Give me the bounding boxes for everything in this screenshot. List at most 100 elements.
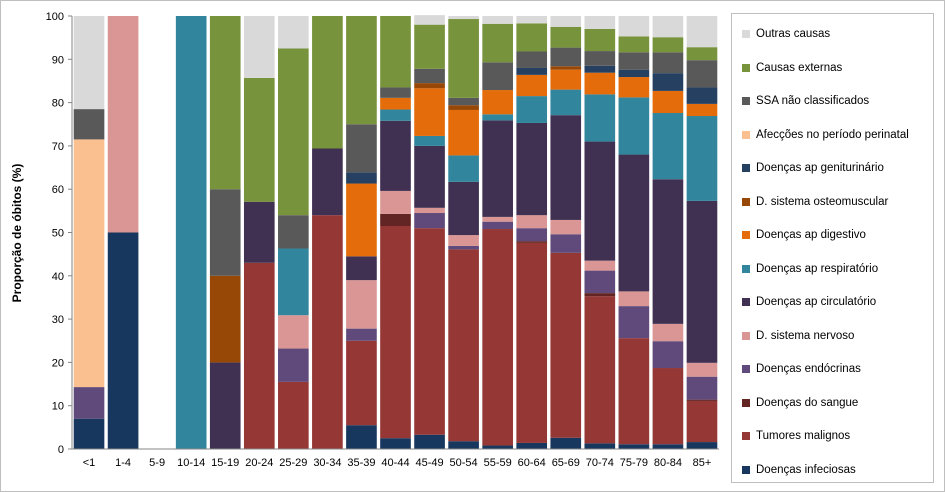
x-tick-label: 60-64	[518, 457, 546, 469]
bar-segment	[686, 103, 718, 117]
legend-swatch	[742, 164, 750, 172]
bar-segment	[448, 181, 479, 236]
legend-item: Doenças ap circulatório	[742, 294, 876, 310]
bar-segment	[380, 120, 411, 191]
bar-segment	[73, 387, 105, 419]
bar-stack	[686, 16, 718, 449]
x-tick-label: 65-69	[552, 457, 580, 469]
bar-segment	[618, 97, 650, 155]
x-tick-label: 30-34	[313, 457, 341, 469]
bar-segment	[584, 260, 616, 271]
legend-swatch	[742, 365, 750, 373]
bar-segment	[516, 442, 548, 449]
bar-segment	[686, 399, 718, 401]
bar-segment	[584, 16, 616, 29]
y-axis-ticks: 0 10 20 30 40 50 60 70 80 90 100	[46, 11, 72, 456]
x-tick-label: 35-39	[347, 457, 375, 469]
bar-segment	[414, 68, 445, 84]
bar-segment	[686, 442, 718, 449]
bar-segment	[448, 235, 479, 246]
bar-segment	[652, 90, 684, 113]
bar-segment	[414, 135, 445, 146]
bar-segment	[448, 245, 479, 250]
legend-swatch	[742, 130, 750, 139]
bar-segment	[73, 139, 105, 388]
bar-stack	[278, 16, 309, 449]
bar-segment	[618, 444, 650, 449]
legend-label: D. sistema osteomuscular	[756, 195, 889, 208]
bar-segment	[414, 434, 445, 449]
bar-stacks	[73, 15, 718, 449]
bar-segment	[550, 89, 582, 116]
bar-segment	[652, 52, 684, 74]
legend-label: Doenças ap respiratório	[756, 262, 879, 275]
bar-segment	[414, 88, 445, 136]
x-tick-label: <1	[83, 457, 96, 469]
bar-stack	[652, 16, 684, 449]
legend-swatch	[742, 331, 750, 340]
legend-item: Doenças infeciosas	[742, 462, 856, 478]
y-tick-label: 40	[52, 271, 64, 283]
bar-segment	[584, 296, 616, 444]
bar-segment	[516, 51, 548, 68]
bar-segment	[618, 52, 650, 70]
bar-segment	[380, 438, 411, 449]
bar-segment	[584, 443, 616, 449]
legend: Outras causas Causas externas SSA não clas…	[731, 13, 934, 483]
bar-segment	[652, 368, 684, 445]
bar-segment	[380, 87, 411, 98]
axes	[71, 16, 719, 450]
bar-segment	[482, 229, 513, 446]
bar-segment	[584, 72, 616, 95]
bar-segment	[448, 249, 479, 442]
legend-item: Causas externas	[742, 60, 842, 76]
legend-label: Tumores malignos	[756, 430, 851, 442]
bar-segment	[652, 16, 684, 38]
legend-label: D. sistema nervoso	[756, 329, 855, 342]
x-tick-label: 85+	[693, 457, 712, 469]
bar-segment	[516, 241, 548, 243]
bar-segment	[686, 400, 718, 443]
bar-segment	[584, 141, 616, 261]
x-tick-label: 40-44	[381, 457, 409, 469]
legend-label: Outras causas	[756, 28, 831, 40]
bar-stack	[73, 16, 105, 449]
y-tick-label: 60	[52, 184, 64, 196]
bar-stack	[482, 16, 513, 449]
bar-segment	[550, 234, 582, 253]
bar-stack	[312, 16, 343, 449]
bar-stack	[175, 16, 207, 449]
x-tick-label: 70-74	[586, 457, 614, 469]
legend-swatch	[742, 264, 750, 273]
bar-segment	[243, 262, 275, 449]
y-tick-label: 0	[58, 444, 64, 456]
legend-item: SSA não classificados	[742, 93, 869, 109]
bar-segment	[516, 23, 548, 52]
y-axis-label: Proporção de óbitos (%)	[10, 164, 24, 303]
bar-segment	[312, 215, 343, 449]
bar-segment	[550, 219, 582, 235]
bar-segment	[652, 179, 684, 324]
bar-segment	[448, 19, 479, 98]
bar-segment	[516, 74, 548, 97]
legend-label: Doenças infeciosas	[756, 463, 856, 476]
bar-segment	[73, 16, 105, 110]
legend-swatch	[742, 398, 750, 407]
y-tick-label: 70	[52, 141, 64, 153]
legend-swatch	[742, 231, 750, 239]
bar-segment	[652, 341, 684, 369]
bar-stack	[380, 16, 411, 449]
bar-stack	[448, 16, 479, 449]
bar-segment	[686, 116, 718, 201]
bar-segment	[380, 97, 411, 110]
bar-segment	[686, 87, 718, 104]
bar-segment	[482, 23, 513, 63]
legend-swatch	[742, 97, 750, 105]
bar-segment	[618, 77, 650, 98]
bar-segment	[209, 275, 241, 363]
bar-segment	[346, 183, 377, 257]
bar-segment	[243, 77, 275, 202]
bar-segment	[584, 293, 616, 297]
bar-segment	[414, 83, 445, 89]
bar-segment	[448, 97, 479, 106]
